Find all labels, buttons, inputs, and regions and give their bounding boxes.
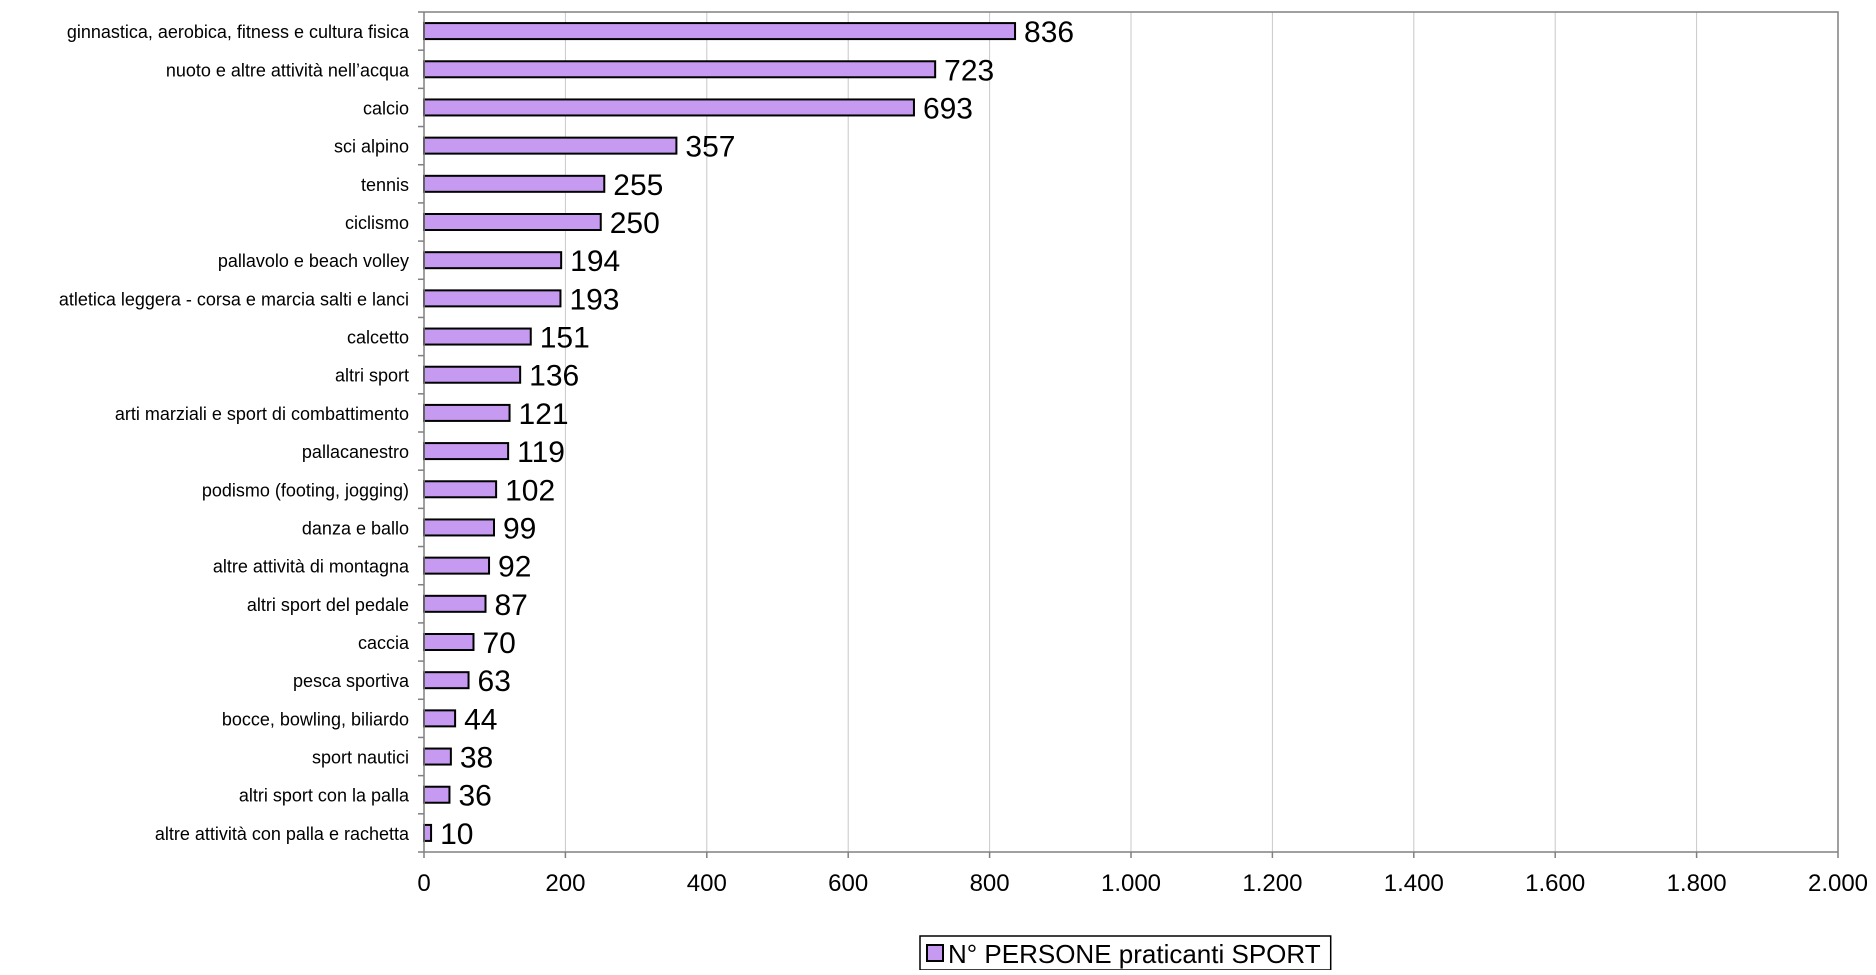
category-label: altri sport [335,366,409,386]
value-label: 151 [540,322,590,355]
x-tick-label: 1.400 [1384,870,1444,897]
legend-swatch [926,944,944,962]
bar [423,594,487,613]
bar [423,327,532,346]
bar [423,633,475,651]
x-tick-label: 400 [687,870,727,897]
bar [423,22,1017,41]
value-label: 250 [610,207,660,240]
category-label: arti marziali e sport di combattimento [115,404,409,424]
x-tick-label: 1.800 [1667,870,1727,897]
value-label: 723 [944,54,994,87]
bars-layer [423,22,1017,842]
value-label: 193 [569,283,619,316]
plot-border [424,11,1839,852]
bar [423,403,511,422]
value-label: 87 [495,589,528,622]
value-label: 121 [519,398,569,431]
x-tick-label: 200 [545,870,585,897]
category-label: bocce, bowling, biliardo [222,709,409,729]
category-label: caccia [358,633,410,653]
value-label: 194 [570,245,620,278]
value-label: 255 [613,169,663,202]
category-label: altre attività di montagna [213,557,410,577]
grid-layer [564,12,1839,852]
category-label: altri sport con la palla [239,786,410,806]
bar [423,251,563,270]
value-label: 836 [1024,16,1074,49]
category-label: sci alpino [334,137,409,157]
value-label: 36 [458,780,491,813]
value-label: 10 [440,818,473,851]
x-tick-label: 1.200 [1242,870,1302,897]
category-label: calcio [363,98,409,118]
category-label: pallacanestro [302,442,409,462]
x-tick-label: 800 [970,870,1010,897]
value-label: 92 [498,551,531,584]
axis-layer [418,11,1839,858]
value-label: 119 [517,436,565,469]
category-label: altri sport del pedale [247,595,409,615]
bar [423,709,457,728]
bar [423,136,678,155]
x-tick-label: 1.000 [1101,870,1161,897]
bar [423,174,606,193]
category-label: nuoto e altre attività nell’acqua [166,60,410,80]
value-label: 102 [505,474,555,507]
bar [423,823,433,842]
category-label: podismo (footing, jogging) [202,480,409,500]
category-label: altre attività con palla e rachetta [155,824,410,844]
value-label: 136 [529,360,579,393]
category-label: ciclismo [345,213,409,233]
value-label: 70 [482,627,515,660]
legend-box [919,935,1332,971]
bar [423,480,498,499]
x-tick-label: 2.000 [1808,870,1868,897]
labels-layer: 0 200 400 600 800 1.000 1.200 1.400 1.600 1.800 2.… [59,16,1868,897]
legend: N° PERSONE praticanti SPORT [919,935,1332,971]
category-label: danza e ballo [302,518,409,538]
category-label: pallavolo e beach volley [218,251,409,271]
value-label: 38 [460,742,493,775]
value-label: 693 [923,92,973,125]
bar [423,747,452,766]
bar [423,442,510,461]
category-label: pesca sportiva [293,671,410,691]
bar [423,556,491,575]
category-label: ginnastica, aerobica, fitness e cultura … [67,22,410,42]
bar [423,98,915,117]
legend-label: N° PERSONE praticanti SPORT [948,939,1321,969]
bar [423,365,522,384]
category-label: sport nautici [312,748,409,768]
x-tick-label: 600 [828,870,868,897]
bar [423,518,495,537]
bar [423,60,937,79]
bar [423,785,451,804]
bar [423,671,470,690]
bar [423,289,562,308]
category-label: tennis [361,175,409,195]
bar [423,213,602,231]
value-label: 44 [464,703,497,736]
category-label: atletica leggera - corsa e marcia salti … [59,289,409,309]
category-label: calcetto [347,328,409,348]
x-tick-label: 0 [417,870,430,897]
value-label: 99 [503,512,536,545]
value-label: 63 [478,665,511,698]
value-label: 357 [685,131,735,164]
x-tick-label: 1.600 [1525,870,1585,897]
